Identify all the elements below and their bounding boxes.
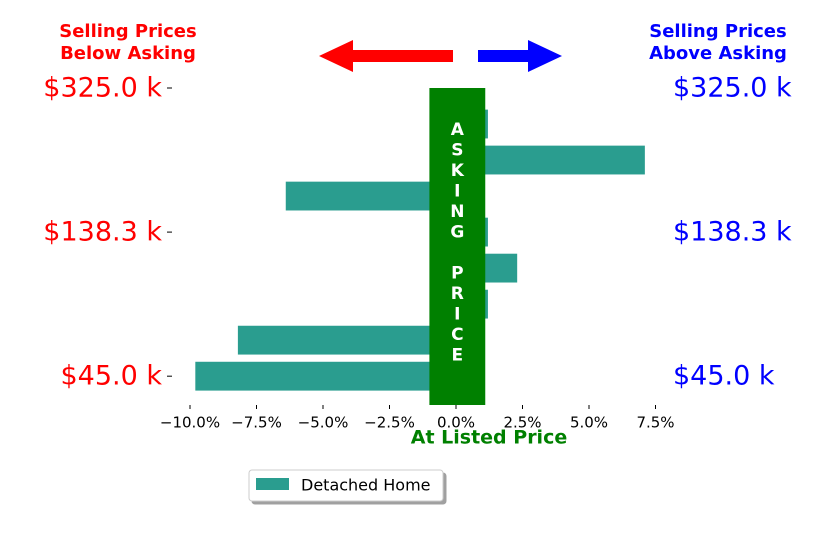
- y-tick-label-right: $325.0 k: [673, 73, 792, 104]
- asking-price-band: [429, 88, 486, 405]
- x-tick-label: 7.5%: [636, 414, 674, 432]
- legend: Detached Home: [248, 469, 444, 502]
- x-axis-label: At Listed Price: [411, 427, 567, 449]
- legend-swatch: [256, 478, 289, 490]
- y-tick-label: $45.0 k: [60, 361, 162, 392]
- right-arrow: [478, 40, 562, 72]
- bar: [456, 145, 645, 175]
- bar: [195, 361, 456, 391]
- x-tick-label: −7.5%: [231, 414, 282, 432]
- y-tick-label-right: $45.0 k: [673, 361, 775, 392]
- y-tick-label: $138.3 k: [43, 217, 162, 248]
- y-tick-label: $325.0 k: [43, 73, 162, 104]
- y-tick-label-right: $138.3 k: [673, 217, 792, 248]
- x-tick-label: −2.5%: [364, 414, 415, 432]
- legend-box: [248, 469, 444, 502]
- bar: [285, 181, 456, 211]
- x-tick-label: 0.0%: [437, 414, 475, 432]
- right-note: Above Asking: [649, 43, 787, 64]
- x-tick-label: 5.0%: [570, 414, 608, 432]
- left-note: Below Asking: [60, 43, 196, 64]
- left-note: Selling Prices: [59, 21, 196, 42]
- legend-label: Detached Home: [301, 476, 431, 495]
- right-note: Selling Prices: [649, 21, 786, 42]
- x-tick-label: 2.5%: [503, 414, 541, 432]
- x-tick-label: −5.0%: [298, 414, 349, 432]
- left-arrow: [319, 40, 453, 72]
- x-tick-label: −10.0%: [160, 414, 220, 432]
- bar: [237, 325, 456, 355]
